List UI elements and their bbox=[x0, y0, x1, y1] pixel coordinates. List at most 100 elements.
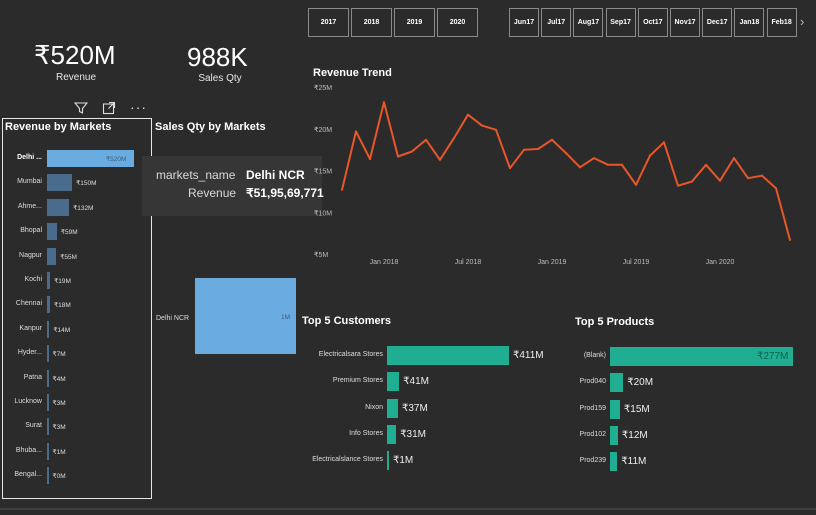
month-slicer-item[interactable]: Dec 17 bbox=[702, 8, 733, 37]
month-slicer-item[interactable]: Jul 17 bbox=[541, 8, 572, 37]
more-options-icon[interactable]: ··· bbox=[130, 99, 147, 115]
revenue-trend-line[interactable] bbox=[341, 101, 791, 241]
customer-bar[interactable] bbox=[387, 372, 400, 392]
revenue-trend-point[interactable] bbox=[607, 163, 609, 166]
market-bar[interactable] bbox=[47, 345, 49, 363]
product-bar[interactable] bbox=[610, 347, 793, 366]
sales-qty-bar-value: 1M bbox=[281, 314, 291, 321]
market-bar[interactable] bbox=[47, 320, 50, 338]
market-bar[interactable] bbox=[47, 247, 57, 265]
month-slicer-item[interactable]: Feb 18 bbox=[766, 8, 797, 37]
revenue-trend-point[interactable] bbox=[761, 174, 763, 177]
customer-bar[interactable] bbox=[387, 451, 389, 471]
product-bar[interactable] bbox=[610, 373, 624, 393]
market-bar[interactable] bbox=[47, 369, 49, 387]
sales-qty-bar[interactable] bbox=[195, 278, 296, 354]
customer-bar[interactable] bbox=[387, 424, 397, 444]
market-bar[interactable] bbox=[47, 296, 50, 314]
revenue-trend-point[interactable] bbox=[565, 152, 567, 155]
product-bar[interactable] bbox=[610, 399, 620, 419]
market-bar[interactable] bbox=[47, 223, 57, 241]
market-label: Kochi bbox=[24, 276, 42, 283]
trend-y-tick: ₹25M bbox=[314, 84, 332, 92]
revenue-trend-point[interactable] bbox=[719, 179, 721, 182]
month-slicer-year: 17 bbox=[623, 18, 631, 26]
revenue-trend-point[interactable] bbox=[495, 128, 497, 131]
revenue-trend-point[interactable] bbox=[621, 163, 623, 166]
revenue-trend-point[interactable] bbox=[355, 130, 357, 133]
product-label: Prod159 bbox=[579, 404, 606, 412]
month-slicer-month: Nov bbox=[674, 18, 688, 26]
revenue-trend-point[interactable] bbox=[579, 166, 581, 169]
revenue-trend-point[interactable] bbox=[523, 148, 525, 151]
customer-bar[interactable] bbox=[387, 398, 398, 418]
month-slicer-item[interactable]: Jun 17 bbox=[509, 8, 539, 37]
month-slicer-item[interactable]: Jan 18 bbox=[734, 8, 765, 37]
revenue-trend-point[interactable] bbox=[481, 124, 483, 127]
revenue-trend-point[interactable] bbox=[663, 141, 665, 144]
tooltip: markets_name Delhi NCR Revenue ₹51,95,69… bbox=[142, 156, 324, 216]
revenue-trend-point[interactable] bbox=[789, 238, 791, 241]
customer-bar[interactable] bbox=[387, 346, 509, 365]
year-slicer-2020[interactable]: 2020 bbox=[437, 8, 478, 37]
revenue-trend-point[interactable] bbox=[649, 154, 651, 157]
market-bar[interactable] bbox=[47, 418, 49, 436]
month-slicer-month: Jun bbox=[513, 18, 527, 26]
revenue-trend-point[interactable] bbox=[775, 187, 777, 190]
month-slicer-item[interactable]: Nov 17 bbox=[670, 8, 700, 37]
year-slicer-2019[interactable]: 2019 bbox=[394, 8, 435, 37]
revenue-trend-point[interactable] bbox=[593, 157, 595, 160]
year-slicer-2018[interactable]: 2018 bbox=[351, 8, 392, 37]
tooltip-key-1: markets_name bbox=[156, 168, 236, 182]
revenue-kpi-label: Revenue bbox=[55, 72, 97, 83]
revenue-trend-point[interactable] bbox=[467, 113, 469, 116]
market-label: Mumbai bbox=[17, 178, 42, 186]
revenue-trend-point[interactable] bbox=[439, 158, 441, 161]
product-bar[interactable] bbox=[610, 452, 618, 472]
year-slicer-2017[interactable]: 2017 bbox=[308, 8, 349, 37]
revenue-trend-point[interactable] bbox=[425, 138, 427, 141]
filter-icon[interactable] bbox=[73, 101, 89, 120]
market-label: Patna bbox=[23, 373, 42, 381]
revenue-trend-point[interactable] bbox=[691, 180, 693, 183]
month-slicer-item[interactable]: Oct 17 bbox=[637, 8, 668, 37]
month-slicer-month: Aug bbox=[577, 18, 592, 26]
month-slicer-month: Dec bbox=[706, 18, 720, 26]
market-label: Bhuba... bbox=[15, 446, 42, 454]
revenue-trend-point[interactable] bbox=[551, 138, 553, 141]
revenue-trend-point[interactable] bbox=[509, 167, 511, 170]
market-bar[interactable] bbox=[47, 198, 70, 216]
revenue-trend-point[interactable] bbox=[747, 177, 749, 180]
revenue-trend-point[interactable] bbox=[383, 101, 385, 104]
revenue-trend-point[interactable] bbox=[411, 150, 413, 153]
market-bar-value: ₹0M bbox=[52, 473, 66, 481]
market-bar[interactable] bbox=[47, 394, 49, 411]
revenue-trend-point[interactable] bbox=[397, 155, 399, 158]
market-bar[interactable] bbox=[47, 174, 73, 192]
revenue-trend-point[interactable] bbox=[677, 184, 679, 187]
revenue-by-markets-title: Revenue by Markets bbox=[5, 121, 112, 133]
focus-mode-icon[interactable] bbox=[102, 101, 116, 120]
market-label: Ahme... bbox=[17, 202, 42, 210]
revenue-trend-point[interactable] bbox=[705, 163, 707, 166]
month-slicer-year: 17 bbox=[654, 18, 663, 26]
market-bar[interactable] bbox=[47, 467, 49, 485]
market-bar[interactable] bbox=[47, 442, 49, 460]
revenue-trend-point[interactable] bbox=[341, 188, 343, 191]
market-bar[interactable] bbox=[47, 272, 51, 289]
month-slicer-item[interactable]: Aug 17 bbox=[573, 8, 604, 37]
month-slicer-month: Jan bbox=[739, 18, 752, 26]
trend-y-tick: ₹15M bbox=[314, 168, 332, 176]
market-bar-value: ₹1M bbox=[52, 448, 66, 456]
revenue-trend-point[interactable] bbox=[369, 157, 371, 160]
product-bar[interactable] bbox=[610, 425, 618, 445]
month-slicer-item[interactable]: Sep 17 bbox=[605, 8, 636, 37]
month-slicer-year: 17 bbox=[591, 18, 600, 26]
revenue-trend-point[interactable] bbox=[453, 137, 455, 140]
month-slicer-year: 17 bbox=[719, 18, 728, 26]
slicer-next-arrow[interactable]: › bbox=[800, 14, 805, 29]
revenue-trend-point[interactable] bbox=[733, 157, 735, 160]
revenue-trend-point[interactable] bbox=[635, 183, 637, 186]
revenue-trend-point[interactable] bbox=[537, 147, 539, 150]
market-bar[interactable] bbox=[47, 150, 134, 167]
